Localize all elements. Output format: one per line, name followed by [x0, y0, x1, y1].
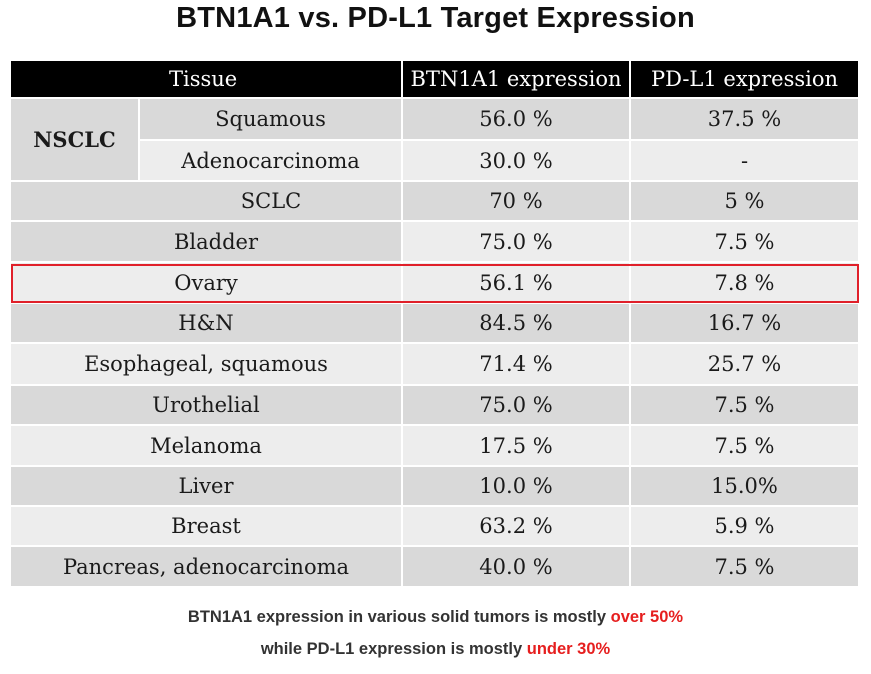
tissue-cell: SCLC	[11, 182, 401, 222]
btn1a1-cell: 56.0 %	[401, 99, 629, 141]
tissue-cell: H&N	[11, 304, 401, 344]
tissue-cell: Breast	[11, 507, 401, 547]
pdl1-cell: 7.5 %	[629, 222, 858, 263]
btn1a1-cell: 71.4 %	[401, 344, 629, 386]
tissue-cell: Urothelial	[11, 386, 401, 426]
btn1a1-cell: 70 %	[401, 182, 629, 222]
pdl1-cell: 37.5 %	[629, 99, 858, 141]
tissue-cell: Liver	[11, 467, 401, 507]
footnote-line-1: BTN1A1 expression in various solid tumor…	[0, 608, 871, 627]
footnote-text-2: while PD-L1 expression is mostly	[260, 640, 527, 658]
tissue-cell: Bladder	[11, 222, 401, 263]
btn1a1-cell: 75.0 %	[401, 222, 629, 263]
footnote-line-2: while PD-L1 expression is mostly under 3…	[0, 640, 871, 659]
tissue-cell: Pancreas, adenocarcinoma	[11, 547, 401, 588]
pdl1-cell: 5 %	[629, 182, 858, 222]
footnote-emphasis-1: over 50%	[610, 608, 684, 626]
tissue-cell: Ovary	[11, 263, 401, 304]
btn1a1-cell: 10.0 %	[401, 467, 629, 507]
expression-table: Tissue BTN1A1 expression PD-L1 expressio…	[11, 61, 858, 588]
tissue-cell: Squamous	[138, 99, 401, 141]
header-pdl1: PD-L1 expression	[629, 61, 858, 99]
btn1a1-cell: 75.0 %	[401, 386, 629, 426]
header-tissue: Tissue	[11, 61, 401, 99]
btn1a1-cell: 40.0 %	[401, 547, 629, 588]
pdl1-cell: 16.7 %	[629, 304, 858, 344]
btn1a1-cell: 56.1 %	[401, 263, 629, 304]
btn1a1-cell: 30.0 %	[401, 141, 629, 182]
pdl1-cell: 25.7 %	[629, 344, 858, 386]
pdl1-cell: 15.0%	[629, 467, 858, 507]
tissue-cell: Melanoma	[11, 426, 401, 467]
tissue-cell: Esophageal, squamous	[11, 344, 401, 386]
pdl1-cell: 5.9 %	[629, 507, 858, 547]
pdl1-cell: -	[629, 141, 858, 182]
pdl1-cell: 7.5 %	[629, 547, 858, 588]
btn1a1-cell: 17.5 %	[401, 426, 629, 467]
tissue-cell: Adenocarcinoma	[138, 141, 401, 182]
nsclc-group-label: NSCLC	[11, 99, 138, 182]
footnote-emphasis-2: under 30%	[526, 640, 611, 658]
btn1a1-cell: 84.5 %	[401, 304, 629, 344]
pdl1-cell: 7.8 %	[629, 263, 858, 304]
pdl1-cell: 7.5 %	[629, 426, 858, 467]
pdl1-cell: 7.5 %	[629, 386, 858, 426]
footnote-text-1: BTN1A1 expression in various solid tumor…	[187, 608, 611, 626]
page-title: BTN1A1 vs. PD-L1 Target Expression	[176, 2, 695, 34]
header-btn1a1: BTN1A1 expression	[401, 61, 629, 99]
btn1a1-cell: 63.2 %	[401, 507, 629, 547]
